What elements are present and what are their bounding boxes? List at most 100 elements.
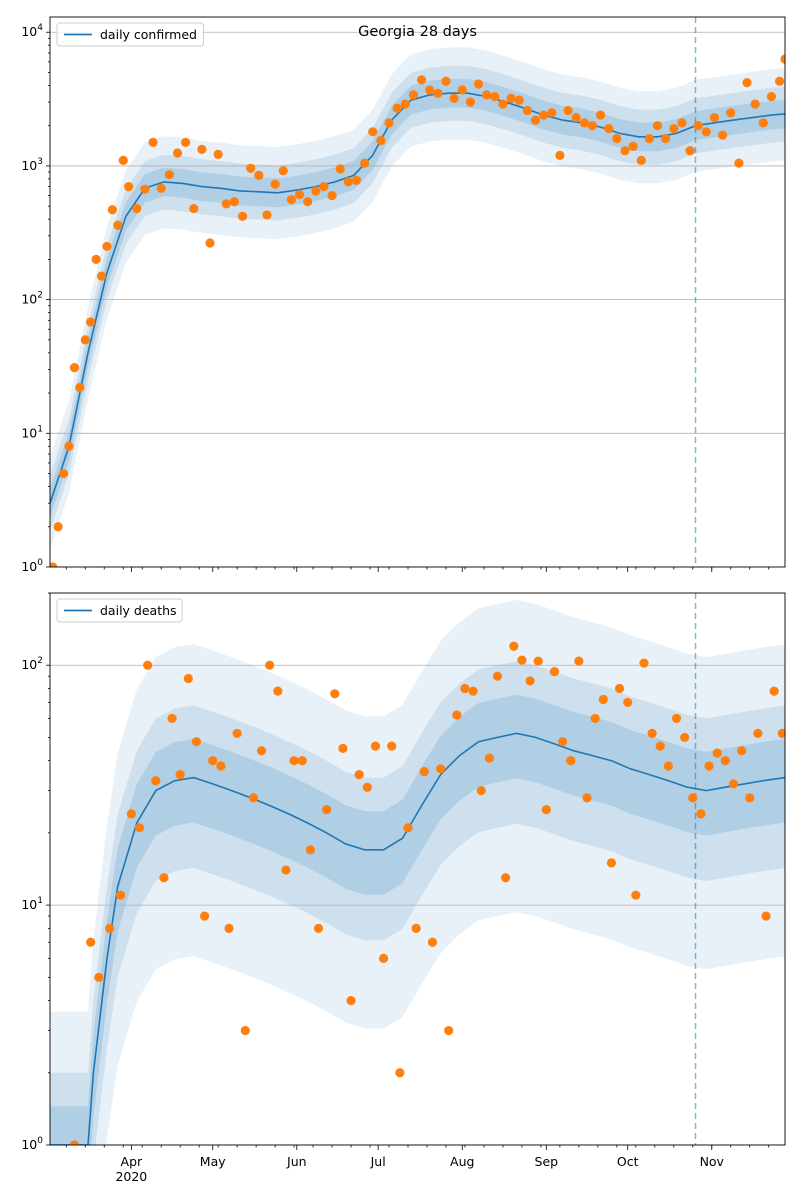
y-tick-label: 103 — [21, 157, 43, 173]
y-tick-label: 101 — [21, 424, 43, 440]
data-point — [384, 118, 394, 128]
legend-label: daily deaths — [100, 603, 177, 618]
data-point — [313, 923, 324, 933]
data-point — [669, 124, 679, 134]
data-point — [514, 95, 524, 105]
data-point — [270, 179, 280, 189]
data-point — [709, 112, 720, 123]
data-point — [311, 186, 321, 196]
data-point — [473, 79, 484, 89]
data-point — [392, 103, 402, 113]
data-point — [172, 148, 183, 158]
data-point — [498, 99, 508, 109]
data-point — [525, 676, 535, 686]
data-point — [416, 75, 427, 85]
data-point — [452, 710, 462, 720]
data-point — [237, 211, 248, 221]
y-tick-label: 104 — [21, 23, 43, 39]
data-point — [286, 194, 296, 205]
data-point — [506, 93, 516, 103]
uncertainty-band-1 — [50, 661, 785, 1145]
data-point — [164, 170, 174, 180]
series-line — [50, 732, 785, 1145]
data-point — [774, 76, 785, 86]
data-point — [159, 873, 169, 883]
x-tick-label: Apr — [121, 1154, 143, 1169]
data-point — [734, 158, 744, 168]
data-point — [322, 805, 332, 815]
data-point — [636, 155, 646, 165]
data-point — [58, 468, 69, 479]
data-point — [696, 809, 706, 819]
data-point — [191, 737, 202, 747]
data-point — [395, 1068, 405, 1078]
data-point — [208, 756, 218, 766]
data-point — [387, 741, 397, 751]
data-point — [265, 660, 275, 670]
data-point — [240, 1025, 250, 1036]
chart-title: Georgia 28 days — [358, 24, 477, 40]
data-point — [221, 199, 231, 209]
x-tick-label: Sep — [535, 1154, 559, 1169]
data-point — [457, 85, 467, 95]
data-point — [303, 197, 313, 207]
data-point — [758, 118, 768, 128]
data-point — [671, 713, 682, 724]
data-point — [115, 890, 126, 900]
data-point — [742, 78, 752, 88]
data-point — [737, 746, 747, 756]
data-point — [91, 254, 101, 264]
data-point — [712, 748, 722, 758]
y-tick-label: 100 — [21, 558, 43, 574]
data-point — [118, 155, 128, 165]
data-point — [113, 220, 123, 230]
data-point — [281, 865, 291, 875]
data-point — [541, 805, 551, 815]
y-tick-label: 100 — [21, 1136, 43, 1152]
data-point — [579, 118, 589, 128]
data-point — [726, 108, 736, 118]
data-point — [305, 845, 315, 855]
data-point — [246, 163, 256, 173]
data-point — [704, 761, 714, 771]
uncertainty-band-0 — [50, 47, 785, 550]
data-point — [595, 110, 606, 120]
data-point — [777, 728, 785, 738]
data-point — [468, 686, 478, 696]
data-point — [273, 686, 283, 696]
data-point — [105, 923, 115, 933]
data-point — [338, 743, 348, 754]
data-point — [368, 127, 378, 137]
data-point — [571, 112, 581, 123]
data-point — [124, 182, 134, 192]
data-point — [444, 1025, 454, 1036]
data-point — [411, 923, 421, 933]
data-point — [628, 141, 638, 151]
data-point — [213, 149, 223, 159]
data-point — [680, 732, 690, 743]
data-point — [140, 184, 150, 194]
data-point — [647, 728, 657, 738]
data-point — [64, 441, 74, 451]
data-point — [476, 786, 486, 796]
data-point — [492, 671, 503, 681]
data-point — [620, 146, 630, 156]
x-tick-label: Nov — [700, 1154, 725, 1169]
y-tick-label: 102 — [21, 656, 43, 672]
data-point — [530, 115, 541, 125]
confirmed-panel: 100 101 102 103 104 Georgia 28 days daily conf… — [21, 16, 786, 574]
data-point — [582, 793, 592, 803]
data-point — [549, 667, 560, 677]
data-point — [509, 641, 519, 651]
data-point — [652, 121, 663, 131]
x-tick-label: Jun — [286, 1154, 307, 1169]
data-point — [587, 121, 598, 131]
axes-frame — [49, 592, 786, 1146]
data-point — [400, 99, 410, 109]
data-point — [435, 764, 446, 774]
data-point — [655, 741, 665, 751]
data-point — [688, 793, 698, 803]
data-point — [335, 164, 345, 174]
data-point — [501, 873, 511, 883]
